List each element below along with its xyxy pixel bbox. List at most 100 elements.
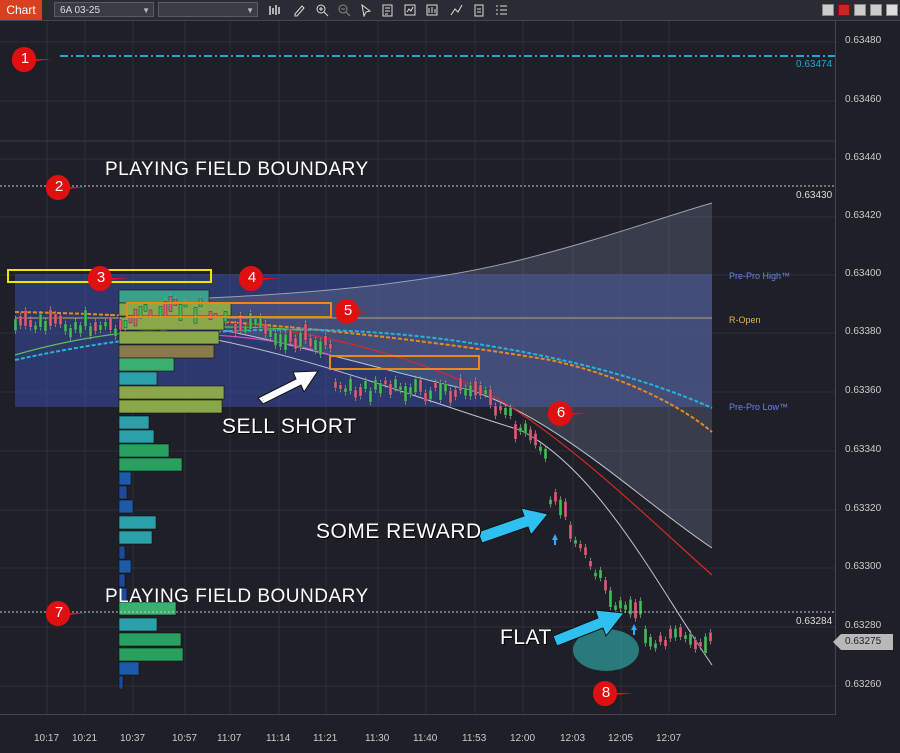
candle-body bbox=[348, 378, 353, 392]
callout-marker-6: 6 bbox=[544, 398, 590, 433]
price-tick-label: 0.63420 bbox=[845, 210, 882, 221]
candle-body bbox=[243, 324, 248, 334]
candle-body bbox=[548, 499, 553, 505]
candle-body bbox=[673, 628, 678, 639]
chart-properties-icon[interactable] bbox=[403, 3, 417, 17]
time-tick-label: 12:03 bbox=[560, 733, 586, 744]
upper-boundary-price: 0.63430 bbox=[796, 190, 833, 201]
candle-body bbox=[483, 389, 488, 395]
bar-type-icon[interactable] bbox=[268, 3, 282, 17]
candle-body bbox=[403, 385, 408, 402]
chart-plot-area[interactable]: 0.63474 0.63430 0.63284 Pre-Pro High™ R-… bbox=[0, 21, 835, 714]
callout-marker-2: 2 bbox=[42, 172, 88, 207]
zoom-in-icon[interactable] bbox=[315, 3, 329, 17]
candle-body bbox=[158, 306, 163, 317]
candle-body bbox=[248, 312, 253, 330]
candle-body bbox=[118, 319, 123, 331]
callout-marker-1: 1 bbox=[8, 44, 54, 79]
volume-profile-bar bbox=[118, 371, 158, 386]
candle-body bbox=[268, 327, 273, 338]
upper-boundary-annotation: PLAYING FIELD BOUNDARY bbox=[105, 159, 369, 180]
time-tick-label: 10:57 bbox=[172, 733, 198, 744]
candle-body bbox=[288, 328, 293, 343]
candle-body bbox=[478, 384, 483, 397]
candle-body bbox=[663, 639, 668, 647]
time-tick-label: 11:21 bbox=[313, 733, 338, 744]
chevron-down-icon: ▼ bbox=[246, 6, 254, 15]
strategies-icon[interactable] bbox=[425, 3, 439, 17]
candle-body bbox=[23, 309, 28, 327]
time-tick-label: 12:00 bbox=[510, 733, 536, 744]
candle-body bbox=[518, 427, 523, 433]
candle-body bbox=[398, 385, 403, 391]
flat-highlight bbox=[573, 629, 639, 671]
instrument-value: 6A 03-25 bbox=[60, 5, 101, 16]
pointer-icon[interactable] bbox=[359, 3, 373, 17]
minimize-button[interactable] bbox=[854, 4, 866, 16]
sell-short-annotation: SELL SHORT bbox=[222, 415, 357, 438]
zoom-out-icon[interactable] bbox=[337, 3, 351, 17]
volume-profile-bar bbox=[118, 344, 215, 359]
candle-body bbox=[603, 579, 608, 591]
candle-body bbox=[308, 337, 313, 348]
candle-body bbox=[33, 324, 38, 331]
price-tick-label: 0.63460 bbox=[845, 94, 882, 105]
candle-body bbox=[338, 384, 343, 390]
candle-body bbox=[653, 642, 658, 649]
candle-body bbox=[53, 313, 58, 325]
candle-body bbox=[378, 382, 383, 395]
candle-body bbox=[293, 337, 298, 350]
candle-body bbox=[388, 383, 393, 396]
candle-body bbox=[533, 433, 538, 446]
window-option-button[interactable] bbox=[822, 4, 834, 16]
candle-body bbox=[13, 318, 18, 331]
candle-body bbox=[323, 335, 328, 347]
some-reward-annotation: SOME REWARD bbox=[316, 520, 482, 543]
drawing-objects-icon[interactable] bbox=[449, 3, 463, 17]
price-tick-label: 0.63320 bbox=[845, 503, 882, 514]
list-icon[interactable] bbox=[494, 3, 508, 17]
candle-body bbox=[513, 423, 518, 440]
candle-body bbox=[83, 309, 88, 327]
volatility-band bbox=[160, 203, 712, 548]
candle-body bbox=[598, 569, 603, 579]
candle-body bbox=[178, 304, 183, 321]
candle-body bbox=[578, 543, 583, 549]
link-button[interactable] bbox=[838, 4, 850, 16]
volume-profile-bar bbox=[118, 429, 155, 444]
callout-marker-7: 7 bbox=[42, 598, 88, 633]
top-line-price: 0.63474 bbox=[796, 59, 833, 70]
callout-marker-8: 8 bbox=[589, 678, 635, 713]
candle-body bbox=[123, 319, 128, 329]
candle-body bbox=[383, 379, 388, 386]
candle-body bbox=[28, 319, 33, 328]
price-tick-label: 0.63480 bbox=[845, 35, 882, 46]
pencil-icon[interactable] bbox=[292, 3, 306, 17]
candle-body bbox=[38, 313, 43, 328]
template-selector[interactable]: ▼ bbox=[158, 2, 258, 17]
instrument-selector[interactable]: 6A 03-25 ▼ bbox=[54, 2, 154, 17]
templates-icon[interactable] bbox=[472, 3, 486, 17]
x-axis-divider bbox=[0, 714, 836, 715]
candle-body bbox=[443, 383, 448, 393]
price-chart bbox=[0, 21, 835, 714]
maximize-button[interactable] bbox=[870, 4, 882, 16]
volume-profile-bar bbox=[118, 632, 182, 647]
candle-body bbox=[43, 320, 48, 332]
close-button[interactable] bbox=[886, 4, 898, 16]
candle-body bbox=[108, 316, 113, 331]
volume-profile-bar bbox=[118, 587, 128, 602]
candle-body bbox=[418, 379, 423, 393]
price-tick-label: 0.63340 bbox=[845, 444, 882, 455]
candle-body bbox=[423, 392, 428, 403]
some-reward-arrow bbox=[477, 507, 549, 544]
candle-body bbox=[618, 599, 623, 609]
chevron-down-icon: ▼ bbox=[142, 6, 150, 15]
chart-tab[interactable]: Chart bbox=[0, 0, 42, 20]
candle-body bbox=[508, 407, 513, 417]
candle-body bbox=[468, 384, 473, 398]
data-box-icon[interactable] bbox=[381, 3, 395, 17]
marker-number: 3 bbox=[96, 269, 106, 286]
volume-profile-bar bbox=[118, 499, 134, 514]
callout-marker-3: 3 bbox=[84, 263, 130, 298]
